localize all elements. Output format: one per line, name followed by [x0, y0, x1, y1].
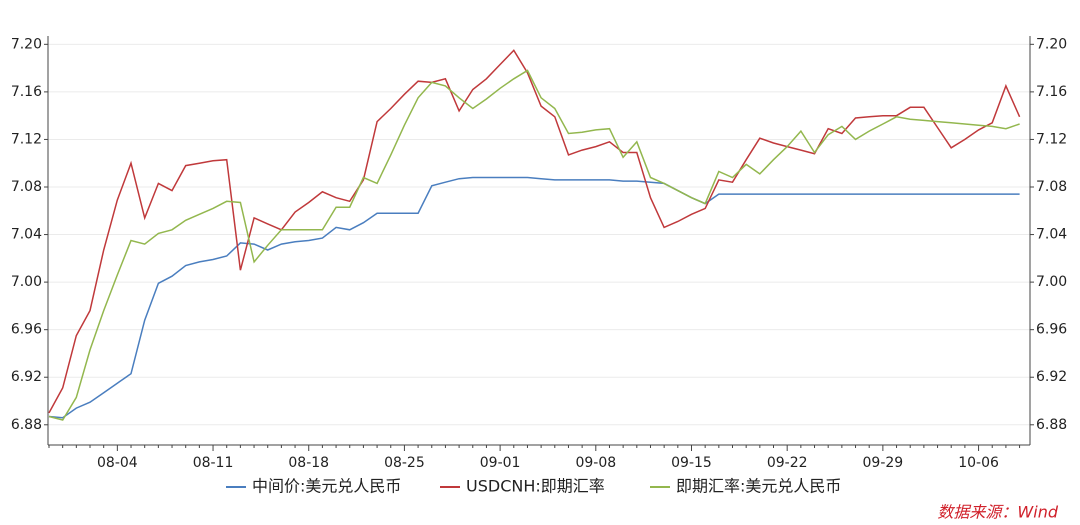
legend-label: 即期汇率:美元兑人民币	[676, 477, 841, 496]
y2-tick-label: 7.08	[1036, 179, 1067, 195]
series-line	[48, 49, 1021, 414]
y2-tick-label: 6.92	[1036, 369, 1067, 385]
y2-tick-label: 7.04	[1036, 227, 1067, 243]
x-tick-label: 09-01	[480, 455, 521, 471]
series-line	[48, 69, 1020, 421]
source-note: 数据来源：Wind	[937, 503, 1058, 522]
series-line	[48, 176, 1020, 419]
legend-label: USDCNH:即期汇率	[466, 477, 605, 496]
y-tick-label: 6.96	[11, 322, 42, 338]
y2-tick-label: 7.16	[1036, 84, 1067, 100]
y-tick-label: 7.16	[11, 84, 42, 100]
y2-tick-label: 7.20	[1036, 36, 1067, 52]
y2-tick-label: 6.96	[1036, 322, 1067, 338]
x-tick-label: 09-29	[863, 455, 904, 471]
y2-tick-label: 7.12	[1036, 131, 1067, 147]
y-tick-label: 7.20	[11, 36, 42, 52]
x-tick-label: 10-06	[958, 455, 999, 471]
legend-label: 中间价:美元兑人民币	[252, 477, 401, 496]
y2-tick-label: 6.88	[1036, 417, 1067, 433]
y2-tick-label: 7.00	[1036, 274, 1067, 290]
x-tick-label: 08-18	[288, 455, 329, 471]
x-tick-label: 08-25	[384, 455, 425, 471]
x-tick-label: 08-11	[193, 455, 234, 471]
x-tick-label: 09-22	[767, 455, 808, 471]
x-tick-label: 09-15	[671, 455, 712, 471]
y-tick-label: 7.08	[11, 179, 42, 195]
y-tick-label: 7.00	[11, 274, 42, 290]
x-tick-label: 09-08	[575, 455, 616, 471]
y-tick-label: 7.04	[11, 227, 42, 243]
y-tick-label: 6.88	[11, 417, 42, 433]
x-tick-label: 08-04	[97, 455, 138, 471]
y-tick-label: 7.12	[11, 131, 42, 147]
y-tick-label: 6.92	[11, 369, 42, 385]
